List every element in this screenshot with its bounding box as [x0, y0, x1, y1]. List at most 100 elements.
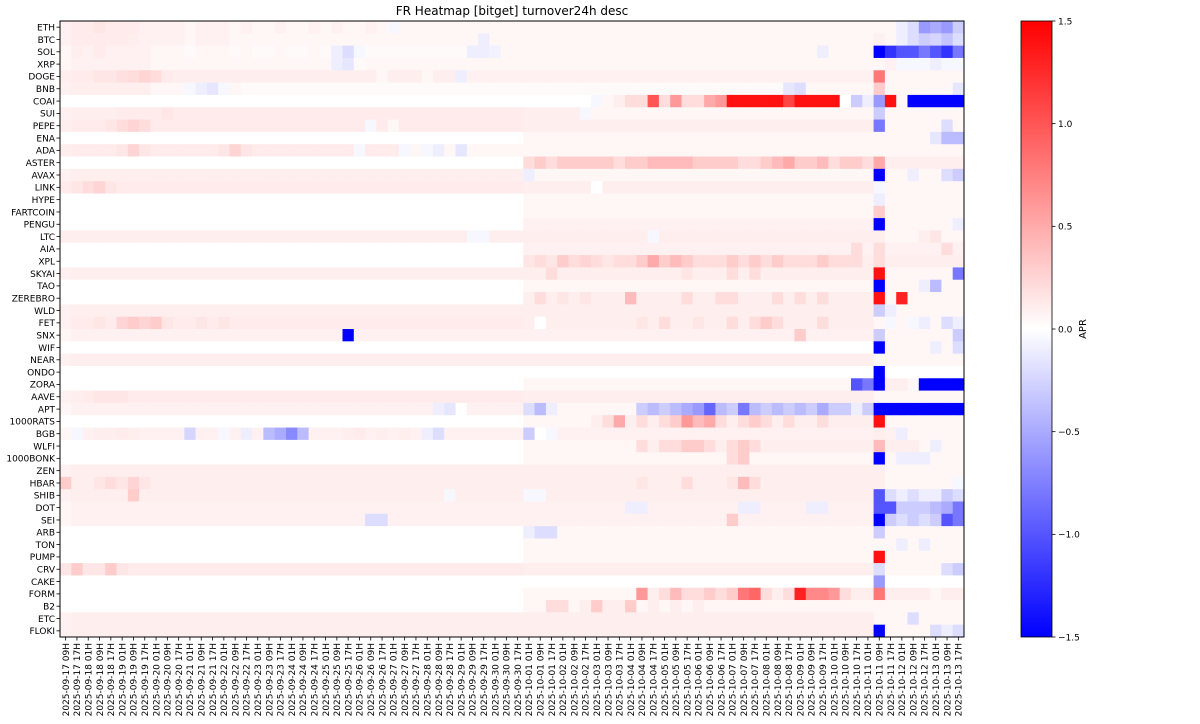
heatmap-cell	[478, 45, 490, 59]
heatmap-cell	[331, 575, 343, 589]
heatmap-cell	[116, 365, 129, 379]
heatmap-cell	[884, 563, 897, 576]
heatmap-cell	[466, 439, 479, 453]
heatmap-cell	[218, 205, 230, 219]
heatmap-cell	[308, 304, 321, 318]
heatmap-cell	[783, 513, 795, 527]
heatmap-cell	[297, 218, 309, 231]
heatmap-cell	[432, 267, 445, 281]
heatmap-cell	[602, 439, 615, 453]
heatmap-cell	[342, 255, 355, 268]
heatmap-cell	[738, 612, 750, 626]
heatmap-cell	[636, 181, 648, 194]
heatmap-cell	[591, 501, 603, 515]
heatmap-cell	[692, 452, 705, 465]
heatmap-cell	[319, 131, 332, 145]
heatmap-cell	[862, 464, 874, 478]
heatmap-cell	[82, 292, 95, 305]
heatmap-cell	[896, 193, 908, 207]
heatmap-cell	[432, 402, 445, 416]
heatmap-cell	[918, 230, 931, 244]
heatmap-cell	[545, 575, 558, 589]
heatmap-cell	[82, 538, 95, 552]
heatmap-cell	[771, 550, 784, 564]
heatmap-cell	[353, 267, 366, 281]
heatmap-cell	[692, 168, 705, 182]
heatmap-cell	[387, 612, 400, 626]
heatmap-cell	[715, 255, 728, 268]
heatmap-cell	[534, 255, 547, 268]
heatmap-cell	[692, 390, 705, 404]
heatmap-cell	[636, 267, 648, 281]
heatmap-cell	[387, 267, 400, 281]
heatmap-cell	[263, 427, 276, 441]
heatmap-cell	[557, 267, 569, 281]
heatmap-cell	[71, 292, 83, 305]
row-label: 1000RATS	[10, 418, 56, 428]
heatmap-cell	[534, 316, 547, 330]
heatmap-cell	[907, 427, 920, 441]
heatmap-cell	[692, 57, 705, 71]
heatmap-cell	[274, 218, 287, 231]
heatmap-cell	[410, 378, 422, 391]
heatmap-cell	[918, 205, 931, 219]
column-label: 2025-10-07 17H	[751, 643, 761, 716]
heatmap-cell	[297, 131, 309, 145]
heatmap-cell	[873, 365, 886, 379]
heatmap-cell	[489, 415, 502, 428]
heatmap-cell	[692, 316, 705, 330]
column-label: 2025-10-10 09H	[842, 643, 852, 716]
heatmap-cell	[410, 415, 422, 428]
heatmap-cell	[760, 439, 773, 453]
heatmap-cell	[116, 329, 129, 342]
heatmap-cell	[218, 402, 230, 416]
heatmap-cell	[71, 452, 83, 465]
heatmap-cell	[681, 304, 694, 318]
column-label: 2025-10-08 09H	[774, 643, 784, 716]
heatmap-cell	[353, 575, 366, 589]
heatmap-cell	[817, 57, 829, 71]
heatmap-cell	[421, 402, 434, 416]
heatmap-cell	[71, 230, 83, 244]
heatmap-cell	[139, 230, 151, 244]
heatmap-cell	[704, 304, 716, 318]
heatmap-cell	[286, 427, 298, 441]
heatmap-cell	[613, 415, 626, 428]
heatmap-cell	[421, 624, 434, 638]
column-label: 2025-09-24 01H	[288, 643, 298, 716]
heatmap-cell	[365, 94, 377, 108]
heatmap-cell	[184, 452, 196, 465]
heatmap-cell	[591, 402, 603, 416]
heatmap-cell	[681, 205, 694, 219]
heatmap-cell	[952, 612, 965, 626]
heatmap-cell	[184, 538, 196, 552]
heatmap-cell	[421, 21, 434, 34]
heatmap-cell	[828, 538, 841, 552]
heatmap-cell	[353, 181, 366, 194]
heatmap-cell	[60, 501, 72, 515]
heatmap-cell	[794, 501, 807, 515]
heatmap-cell	[410, 365, 422, 379]
heatmap-cell	[60, 563, 72, 576]
heatmap-cell	[941, 439, 954, 453]
heatmap-cell	[71, 218, 83, 231]
heatmap-cell	[139, 131, 151, 145]
column-label: 2025-09-26 17H	[378, 643, 388, 716]
heatmap-cell	[195, 439, 208, 453]
heatmap-cell	[805, 57, 818, 71]
heatmap-cell	[478, 439, 490, 453]
heatmap-cell	[670, 267, 682, 281]
heatmap-cell	[670, 624, 682, 638]
heatmap-cell	[760, 255, 773, 268]
heatmap-cell	[353, 402, 366, 416]
heatmap-cell	[884, 378, 897, 391]
heatmap-cell	[658, 156, 671, 170]
heatmap-cell	[478, 168, 490, 182]
heatmap-cell	[862, 612, 874, 626]
heatmap-cell	[353, 205, 366, 219]
heatmap-cell	[545, 550, 558, 564]
heatmap-cell	[173, 563, 185, 576]
heatmap-cell	[105, 70, 117, 83]
heatmap-cell	[410, 107, 422, 120]
heatmap-cell	[794, 538, 807, 552]
